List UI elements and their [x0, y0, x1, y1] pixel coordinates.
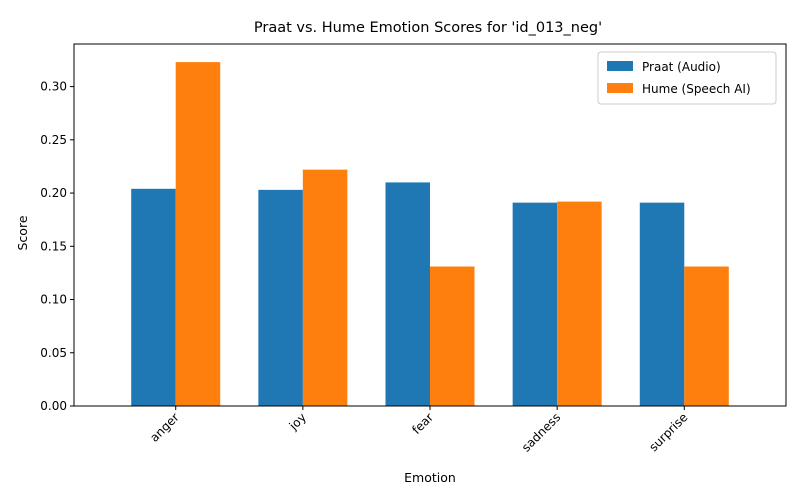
y-tick-label: 0.25 — [40, 133, 67, 147]
bar-hume-speech-ai-sadness — [557, 201, 602, 406]
bar-hume-speech-ai-surprise — [684, 266, 729, 406]
legend-label-praat-audio: Praat (Audio) — [642, 60, 721, 74]
bar-hume-speech-ai-joy — [302, 169, 348, 406]
x-tick-label-surprise: surprise — [646, 410, 690, 454]
legend-swatch-praat-audio — [607, 61, 633, 71]
legend-label-hume-speech-ai: Hume (Speech AI) — [642, 82, 751, 96]
y-axis-label: Score — [15, 215, 30, 250]
y-tick-label: 0.05 — [40, 346, 67, 360]
plot-frame — [73, 43, 787, 407]
bar-praat-audio-anger — [131, 188, 176, 406]
bar-praat-audio-fear — [385, 182, 430, 406]
y-tick-label: 0.15 — [40, 239, 67, 253]
bar-praat-audio-sadness — [512, 202, 558, 406]
x-tick-label-anger: anger — [147, 410, 182, 445]
legend-swatch-hume-speech-ai — [607, 83, 633, 93]
bar-praat-audio-joy — [258, 189, 303, 406]
bar-praat-audio-surprise — [639, 202, 685, 406]
x-tick-label-sadness: sadness — [519, 410, 563, 454]
y-tick-label: 0.00 — [40, 399, 67, 413]
bar-hume-speech-ai-fear — [430, 266, 475, 406]
x-tick-label-joy: joy — [286, 410, 309, 433]
chart-title: Praat vs. Hume Emotion Scores for 'id_01… — [254, 20, 602, 36]
legend: Praat (Audio) Hume (Speech AI) — [597, 51, 777, 105]
bar-hume-speech-ai-anger — [175, 62, 221, 406]
bars-layer — [131, 62, 729, 406]
y-tick-label: 0.30 — [40, 80, 67, 94]
y-tick-label: 0.20 — [40, 186, 67, 200]
legend-box — [597, 51, 777, 105]
x-axis-label: Emotion — [404, 470, 456, 485]
y-tick-label: 0.10 — [40, 293, 67, 307]
x-tick-label-fear: fear — [409, 410, 436, 437]
